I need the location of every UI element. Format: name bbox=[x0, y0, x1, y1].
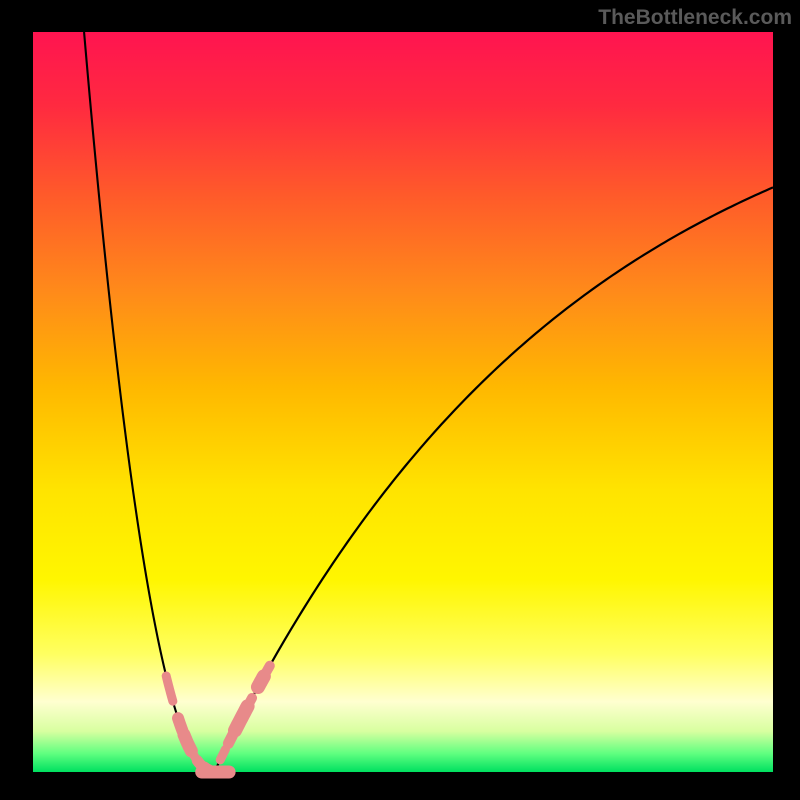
chart-container: TheBottleneck.com bbox=[0, 0, 800, 800]
plot-area bbox=[33, 32, 773, 772]
watermark: TheBottleneck.com bbox=[598, 6, 792, 30]
